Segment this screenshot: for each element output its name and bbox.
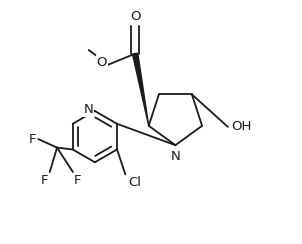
Text: O: O (97, 56, 107, 69)
Text: Cl: Cl (128, 176, 141, 189)
Text: F: F (41, 174, 49, 187)
Text: O: O (130, 10, 140, 23)
Text: F: F (74, 174, 82, 187)
Text: F: F (29, 132, 36, 146)
Text: OH: OH (231, 120, 251, 133)
Text: N: N (84, 103, 94, 116)
Text: N: N (171, 150, 181, 163)
Polygon shape (133, 53, 149, 126)
